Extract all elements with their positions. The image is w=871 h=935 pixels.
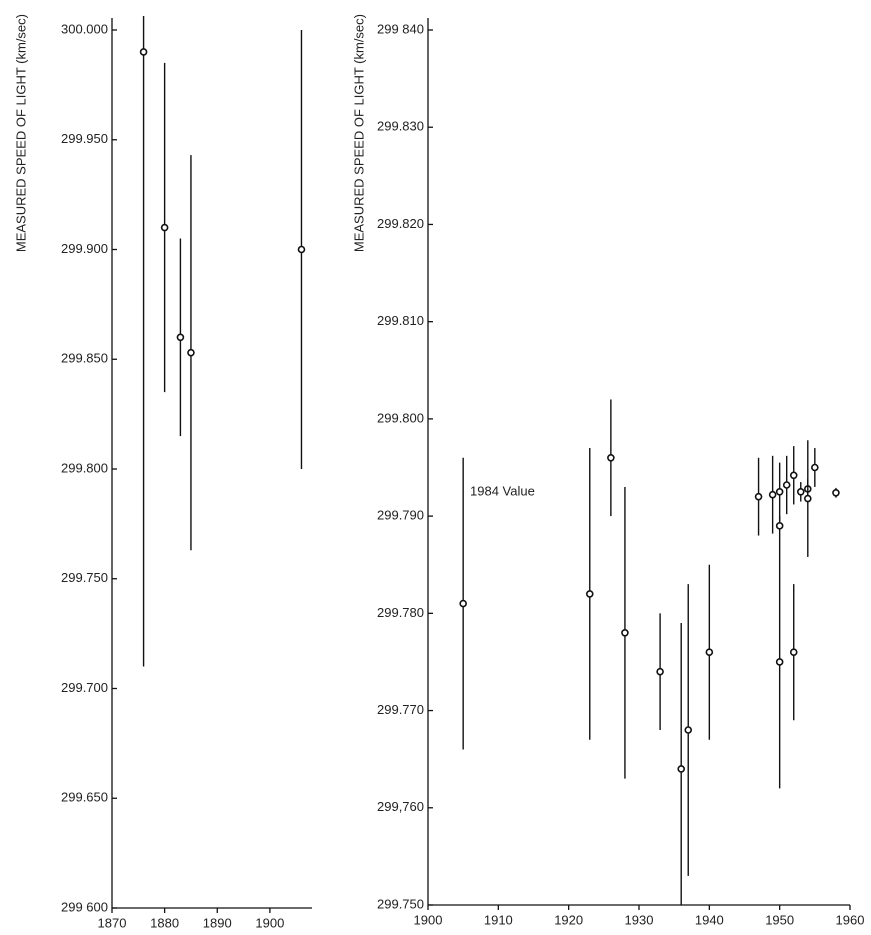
x-tick-label: 1870 [98, 915, 127, 930]
data-point [607, 453, 615, 462]
y-tick-label: 299.750 [61, 570, 108, 585]
y-tick-label: 299,760 [377, 799, 424, 814]
annotation: 1984 Value [470, 483, 535, 498]
data-point [677, 765, 686, 773]
x-tick-label: 1950 [765, 912, 794, 927]
data-point [789, 471, 798, 480]
x-tick-label: 1900 [255, 915, 284, 930]
y-tick-label: 299.750 [377, 896, 424, 911]
y-tick-label: 299.780 [377, 605, 424, 620]
y-axis-label: MEASURED SPEED OF LIGHT (km/sec) [13, 14, 28, 252]
x-axis-label: YEAR OF EXPERIMENT [715, 932, 860, 935]
x-tick-label: 1930 [625, 912, 654, 927]
data-point [775, 522, 784, 530]
data-point [754, 492, 763, 501]
data-point [832, 488, 840, 497]
y-tick-label: 299.770 [377, 702, 424, 717]
data-point [160, 223, 169, 232]
data-point [803, 494, 812, 503]
y-tick-label: 299.850 [61, 351, 108, 366]
x-tick-label: 1940 [695, 912, 724, 927]
data-point [775, 658, 784, 666]
data-point [782, 481, 791, 489]
y-tick-label: 300.000 [61, 21, 108, 36]
y-tick-label: 299.790 [377, 508, 424, 523]
data-point [656, 667, 664, 676]
y-tick-label: 299 600 [61, 899, 108, 914]
data-point [297, 245, 306, 254]
data-point [459, 599, 467, 608]
y-tick-label: 299 840 [377, 21, 424, 36]
x-tick-label: 1890 [203, 915, 232, 930]
y-tick-label: 299.800 [61, 460, 108, 475]
data-point [176, 333, 185, 342]
data-point [811, 463, 819, 472]
data-point [684, 726, 693, 734]
y-tick-label: 299.900 [61, 241, 108, 256]
y-tick-label: 299.700 [61, 680, 108, 695]
x-tick-label: 1920 [554, 912, 583, 927]
data-point [187, 348, 195, 357]
y-tick-label: 299.800 [377, 410, 424, 425]
y-tick-label: 299.650 [61, 790, 108, 805]
y-tick-label: 299.820 [377, 216, 424, 231]
plot-area [459, 399, 840, 905]
data-point [705, 648, 714, 657]
y-axis-label: MEASURED SPEED OF LIGHT (km/sec) [351, 14, 366, 252]
x-tick-label: 1900 [414, 912, 443, 927]
y-tick-label: 299.830 [377, 119, 424, 134]
data-point [789, 648, 798, 657]
data-point [775, 488, 784, 496]
data-point [796, 488, 805, 496]
x-tick-label: 1910 [484, 912, 513, 927]
data-point [139, 48, 148, 56]
x-tick-label: 1880 [150, 915, 179, 930]
data-point [585, 590, 594, 598]
y-tick-label: 299.810 [377, 313, 424, 328]
data-point [621, 628, 629, 637]
data-point [768, 490, 777, 499]
y-tick-label: 299.950 [61, 131, 108, 146]
x-tick-label: 1960 [836, 912, 865, 927]
plot-area [139, 16, 306, 667]
